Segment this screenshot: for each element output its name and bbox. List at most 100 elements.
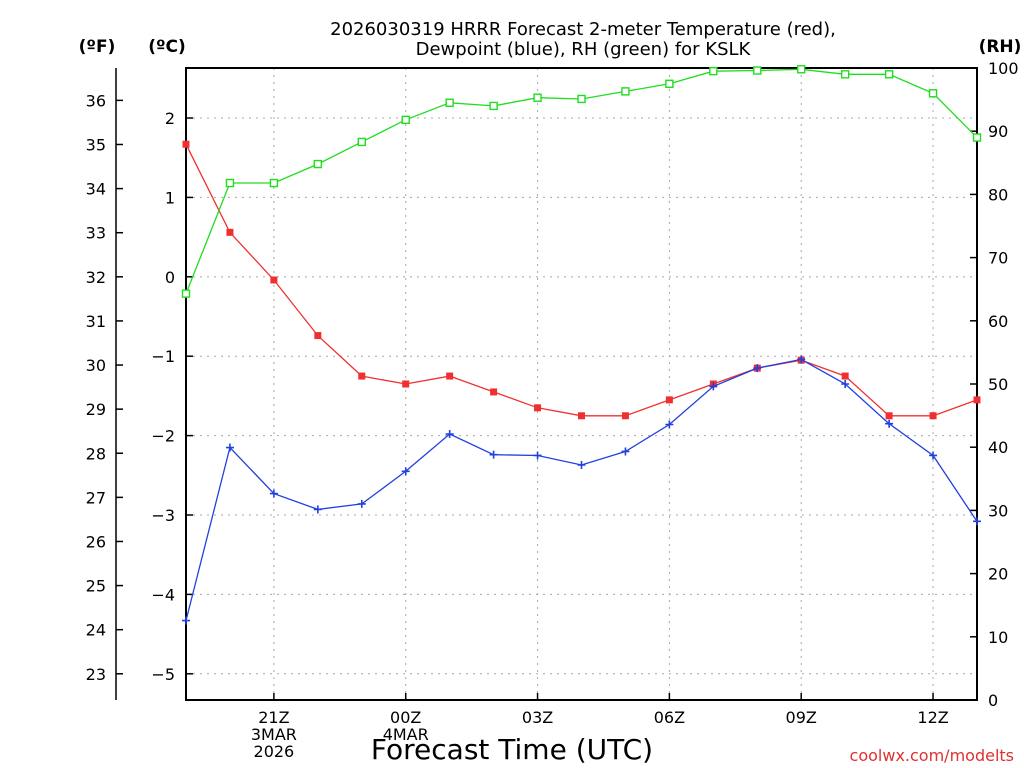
fahrenheit-tick-label: 23 xyxy=(86,665,106,684)
x-tick-label: 2026 xyxy=(254,742,295,761)
fahrenheit-tick-label: 28 xyxy=(86,444,106,463)
rh-tick-label: 50 xyxy=(988,375,1008,394)
x-tick-label: 03Z xyxy=(522,708,553,727)
temperature-point xyxy=(402,380,410,388)
temperature-point xyxy=(358,372,366,380)
fahrenheit-tick-label: 31 xyxy=(86,312,106,331)
rh-tick-label: 10 xyxy=(988,628,1008,647)
rh-tick-label: 100 xyxy=(988,59,1019,78)
dewpoint-point xyxy=(357,499,366,508)
temperature-point xyxy=(973,396,981,404)
dewpoint-point xyxy=(709,382,718,391)
rh-point xyxy=(709,66,718,76)
rh-point xyxy=(753,66,762,75)
rh-point xyxy=(313,159,323,169)
rh-point xyxy=(401,115,410,125)
dewpoint-point xyxy=(753,364,762,373)
dewpoint-point xyxy=(621,447,630,456)
temperature-point xyxy=(314,332,322,340)
rh-tick-label: 60 xyxy=(988,312,1008,331)
fahrenheit-axis-label: (ºF) xyxy=(79,37,116,57)
rh-tick-label: 30 xyxy=(988,501,1008,520)
fahrenheit-tick-label: 32 xyxy=(86,268,106,287)
rh-point xyxy=(533,93,542,102)
x-tick-label: 21Z xyxy=(258,708,289,727)
rh-tick-label: 20 xyxy=(988,565,1008,584)
rh-point xyxy=(972,133,982,142)
celsius-tick-label: −3 xyxy=(151,506,175,525)
temperature-line xyxy=(185,143,978,417)
temperature-point xyxy=(446,372,454,380)
celsius-tick-label: −5 xyxy=(151,665,175,684)
temperature-point xyxy=(534,404,542,412)
x-tick-label: 4MAR xyxy=(383,725,429,744)
chart-title-line2: Dewpoint (blue), RH (green) for KSLK xyxy=(416,39,752,60)
series xyxy=(181,65,982,625)
dewpoint-line xyxy=(185,358,978,621)
temperature-point xyxy=(665,396,673,404)
fahrenheit-tick-label: 36 xyxy=(86,91,106,110)
dewpoint-point xyxy=(929,451,938,460)
rh-point xyxy=(225,178,235,188)
rh-tick-label: 0 xyxy=(988,691,998,710)
x-axis-title: Forecast Time (UTC) xyxy=(371,733,653,766)
x-tick-label: 3MAR xyxy=(251,725,297,744)
dewpoint-point xyxy=(973,517,981,526)
celsius-tick-label: 1 xyxy=(165,188,175,207)
temperature-point xyxy=(226,228,234,236)
x-tick-label: 12Z xyxy=(917,708,948,727)
celsius-tick-label: 2 xyxy=(165,109,175,128)
fahrenheit-tick-label: 24 xyxy=(86,621,106,640)
rh-tick-label: 40 xyxy=(988,438,1008,457)
chart-title-line1: 2026030319 HRRR Forecast 2-meter Tempera… xyxy=(330,19,836,40)
celsius-tick-label: −2 xyxy=(151,427,175,446)
temperature-point xyxy=(841,372,849,380)
temperature-point xyxy=(490,388,498,396)
dewpoint-point xyxy=(577,460,586,469)
rh-point xyxy=(928,89,938,98)
temperature-point xyxy=(182,140,190,148)
rh-point xyxy=(797,65,806,74)
dewpoint-point xyxy=(665,420,674,429)
dewpoint-point xyxy=(225,443,234,452)
rh-point xyxy=(840,70,850,79)
dewpoint-point xyxy=(313,505,322,514)
watermark: coolwx.com/modelts xyxy=(850,746,1014,765)
rh-point xyxy=(665,79,674,89)
celsius-tick-label: 0 xyxy=(165,268,175,287)
rh-point xyxy=(445,98,454,107)
fahrenheit-tick-label: 29 xyxy=(86,400,106,419)
celsius-tick-label: −1 xyxy=(151,347,175,366)
celsius-tick-label: −4 xyxy=(151,585,175,604)
grid xyxy=(186,68,977,700)
rh-tick-label: 80 xyxy=(988,185,1008,204)
dewpoint-point xyxy=(885,419,894,428)
fahrenheit-tick-label: 33 xyxy=(86,224,106,243)
plot-frame xyxy=(185,67,978,701)
temperature-point xyxy=(621,412,629,420)
fahrenheit-tick-label: 25 xyxy=(86,577,106,596)
x-tick-label: 09Z xyxy=(786,708,817,727)
x-tick-label: 00Z xyxy=(390,708,421,727)
dewpoint-point xyxy=(445,430,454,439)
temperature-point xyxy=(270,276,278,284)
rh-point xyxy=(269,178,279,188)
dewpoint-point xyxy=(401,467,410,476)
fahrenheit-tick-label: 30 xyxy=(86,356,106,375)
temperature-point xyxy=(929,412,937,420)
fahrenheit-tick-label: 27 xyxy=(86,488,106,507)
dewpoint-point xyxy=(841,380,850,388)
dewpoint-point xyxy=(797,355,806,364)
rh-point xyxy=(489,101,498,111)
dewpoint-point xyxy=(269,489,278,498)
rh-tick-label: 90 xyxy=(988,122,1008,141)
temperature-point xyxy=(885,412,893,420)
temperature-point xyxy=(578,412,585,420)
rh-point xyxy=(884,70,894,79)
x-tick-label: 06Z xyxy=(654,708,685,727)
rh-point xyxy=(621,87,630,96)
dewpoint-point xyxy=(182,616,190,625)
celsius-axis-label: (ºC) xyxy=(148,37,186,57)
